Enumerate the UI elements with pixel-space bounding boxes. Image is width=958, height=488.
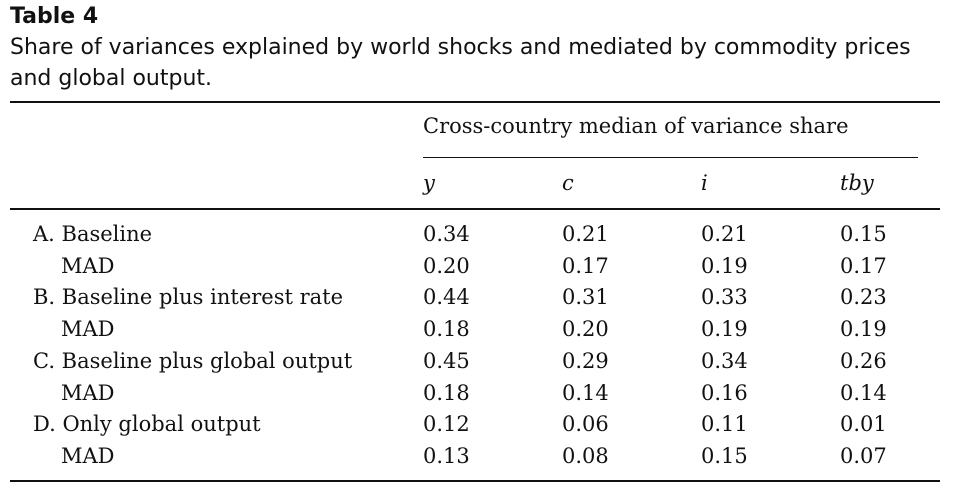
table-cell: 0.14 <box>562 381 609 405</box>
row-label: MAD <box>61 381 115 405</box>
table-cell: 0.19 <box>840 317 887 341</box>
column-header-i: i <box>701 171 708 195</box>
row-label: MAD <box>61 317 115 341</box>
table-cell: 0.15 <box>840 222 887 246</box>
table-cell: 0.45 <box>423 349 470 373</box>
row-label: A. Baseline <box>33 222 153 246</box>
row-label: B. Baseline plus interest rate <box>33 285 344 309</box>
table-label: Table 4 <box>10 4 99 29</box>
table-cell: 0.34 <box>423 222 470 246</box>
table-cell: 0.26 <box>840 349 887 373</box>
table-title-block: Table 4 Share of variances explained by … <box>10 2 950 94</box>
table-cell: 0.14 <box>840 381 887 405</box>
table-cell: 0.16 <box>701 381 748 405</box>
table-cell: 0.33 <box>701 285 748 309</box>
table-cell: 0.17 <box>840 254 887 278</box>
column-header-tby: tby <box>840 171 874 195</box>
table-cell: 0.13 <box>423 444 470 468</box>
row-label: MAD <box>61 444 115 468</box>
table-cell: 0.06 <box>562 412 609 436</box>
table-cell: 0.11 <box>701 412 748 436</box>
table-cell: 0.19 <box>701 317 748 341</box>
row-label: D. Only global output <box>33 412 261 436</box>
table-cell: 0.23 <box>840 285 887 309</box>
spanner-rule <box>423 157 918 158</box>
column-header-c: c <box>562 171 574 195</box>
table-cell: 0.21 <box>701 222 748 246</box>
column-header-y: y <box>423 171 435 195</box>
bottom-rule <box>10 480 940 482</box>
table-cell: 0.44 <box>423 285 470 309</box>
table-cell: 0.18 <box>423 381 470 405</box>
table-cell: 0.21 <box>562 222 609 246</box>
table-cell: 0.17 <box>562 254 609 278</box>
table-cell: 0.20 <box>423 254 470 278</box>
table-cell: 0.31 <box>562 285 609 309</box>
table-caption: Share of variances explained by world sh… <box>10 35 911 91</box>
table-cell: 0.29 <box>562 349 609 373</box>
row-label: MAD <box>61 254 115 278</box>
table-cell: 0.20 <box>562 317 609 341</box>
table-cell: 0.19 <box>701 254 748 278</box>
table-cell: 0.12 <box>423 412 470 436</box>
table-cell: 0.08 <box>562 444 609 468</box>
table-cell: 0.34 <box>701 349 748 373</box>
table-cell: 0.15 <box>701 444 748 468</box>
table-cell: 0.07 <box>840 444 887 468</box>
header-rule <box>10 208 940 210</box>
column-spanner: Cross-country median of variance share <box>423 114 849 138</box>
table-cell: 0.01 <box>840 412 887 436</box>
table-cell: 0.18 <box>423 317 470 341</box>
row-label: C. Baseline plus global output <box>33 349 353 373</box>
top-rule <box>10 101 940 103</box>
